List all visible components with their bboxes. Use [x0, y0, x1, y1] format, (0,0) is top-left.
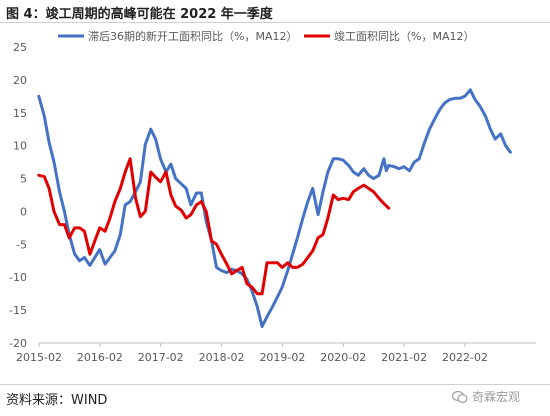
y-tick-label: 15 — [13, 107, 27, 120]
y-tick-label: 20 — [13, 74, 27, 87]
y-tick-label: 10 — [13, 140, 27, 153]
title-divider — [0, 22, 550, 23]
y-tick-label: -20 — [9, 337, 27, 350]
watermark-text: 奇霖宏观 — [472, 390, 521, 404]
wechat-icon — [452, 390, 468, 403]
y-tick-label: 0 — [20, 205, 27, 218]
footer-divider — [0, 384, 550, 385]
legend-label-1: 滞后36期的新开工面积同比（%，MA12） — [88, 29, 297, 43]
legend-label-2: 竣工面积同比（%，MA12） — [334, 29, 474, 43]
chart-axes: -20 -15 -10 -5 0 5 10 15 20 25 2015-02 2016-02 2017-… — [9, 41, 536, 364]
x-tick-label: 2017-02 — [138, 351, 184, 364]
chart-legend: 滞后36期的新开工面积同比（%，MA12） 竣工面积同比（%，MA12） — [58, 29, 474, 43]
chart-series — [37, 88, 512, 329]
x-tick-label: 2019-02 — [259, 351, 305, 364]
source-note: 资料来源：WIND — [6, 393, 108, 408]
y-tick-label: 25 — [13, 41, 27, 54]
chart-title: 图 4：竣工周期的高峰可能在 2022 年一季度 — [6, 7, 273, 22]
watermark: 奇霖宏观 — [452, 388, 520, 405]
y-tick-label: -5 — [16, 238, 27, 251]
y-tick-label: 5 — [20, 173, 27, 186]
x-tick-label: 2018-02 — [199, 351, 245, 364]
y-tick-label: -15 — [9, 304, 27, 317]
x-tick-label: 2021-02 — [381, 351, 427, 364]
x-tick-label: 2020-02 — [320, 351, 366, 364]
series-line-2 — [37, 157, 391, 296]
y-tick-label: -10 — [9, 271, 27, 284]
x-tick-label: 2022-02 — [442, 351, 488, 364]
x-tick-label: 2015-02 — [16, 351, 62, 364]
x-tick-label: 2016-02 — [77, 351, 123, 364]
series-line-1 — [37, 88, 512, 329]
